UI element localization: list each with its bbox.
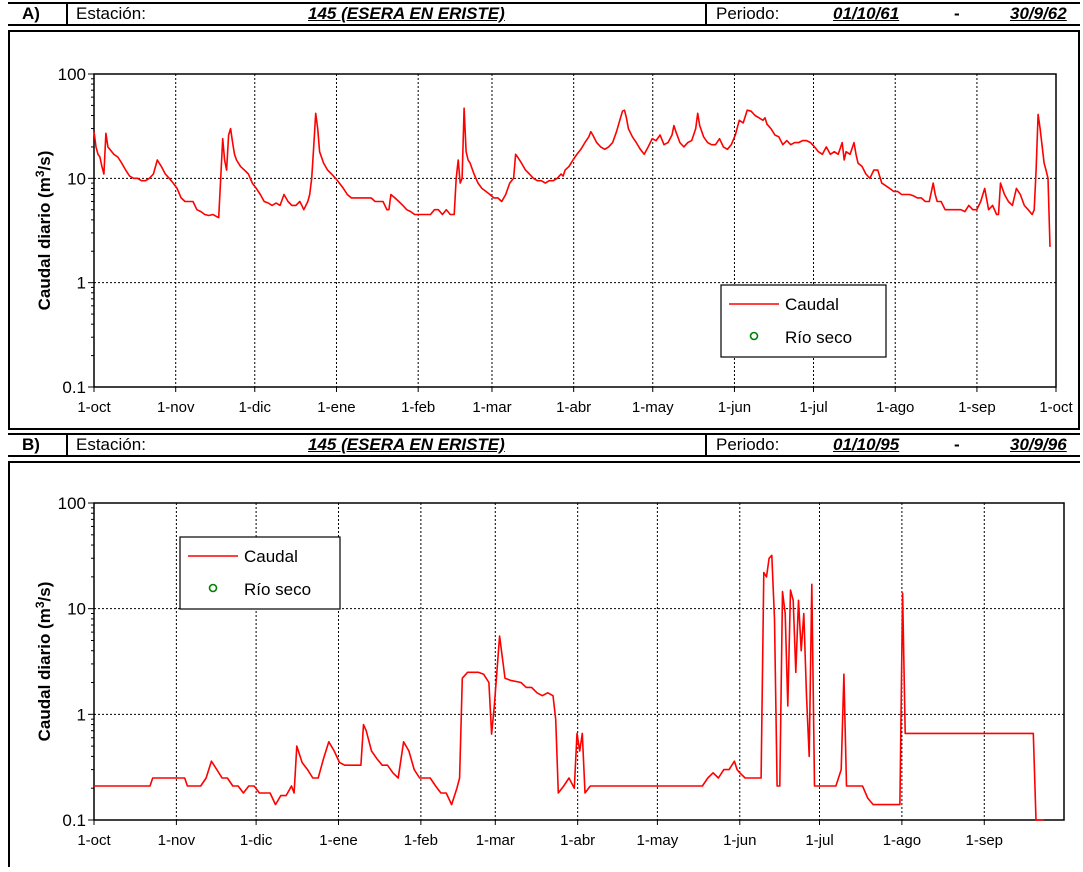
plot-area [93, 502, 1065, 821]
panel-a-tag: A) [22, 4, 40, 23]
x-tick-label: 1-oct [77, 832, 111, 849]
chart-b: 100 10 1 0.1 1-oct 1-nov 1-dic 1-ene 1-feb 1-mar 1… [33, 494, 1065, 849]
legend-box [720, 284, 887, 358]
chart-a: 100 10 1 0.1 1-oct 1-nov 1-dic 1-ene 1-feb 1-mar 1… [33, 65, 1074, 416]
y-tick-label: 0.1 [62, 378, 86, 397]
y-axis-label: Caudal diario (m3/s) [33, 151, 54, 311]
legend-caudal-label: Caudal [785, 295, 839, 314]
legend-caudal-label: Caudal [244, 547, 298, 566]
x-tick-label: 1-oct [1039, 399, 1073, 416]
legend: Caudal Río seco [179, 536, 341, 610]
y-tick-label: 10 [67, 169, 86, 188]
legend-rio-seco-marker [749, 331, 759, 341]
period-end: 30/9/96 [1010, 435, 1067, 454]
period-start: 01/10/61 [833, 4, 900, 23]
y-tick-label: 100 [58, 65, 86, 84]
legend-rio-seco-label: Río seco [785, 328, 852, 347]
x-tick-label: 1-abr [556, 399, 591, 416]
period-start: 01/10/95 [833, 435, 900, 454]
x-tick-label: 1-feb [401, 399, 435, 416]
plot-area [93, 73, 1057, 388]
y-tick-label: 10 [67, 600, 86, 619]
y-tick-label: 1 [77, 274, 86, 293]
x-tick-label: 1-abr [560, 832, 595, 849]
header-divider [66, 435, 68, 455]
x-tick-label: 1-dic [239, 399, 272, 416]
panel-b-tag: B) [22, 435, 40, 454]
period-end: 30/9/62 [1010, 4, 1067, 23]
period-label: Periodo: [716, 4, 780, 23]
x-tick-label: 1-ene [317, 399, 355, 416]
x-tick-label: 1-ago [876, 399, 914, 416]
x-tick-label: 1-mar [476, 832, 515, 849]
panel-a-header: A) Estación: 145 (ESERA EN ERISTE) Perio… [8, 2, 1080, 26]
x-tick-label: 1-ago [883, 832, 921, 849]
period-dash: - [954, 435, 960, 454]
y-axis-label: Caudal diario (m3/s) [33, 582, 54, 742]
panel-b-header: B) Estación: 145 (ESERA EN ERISTE) Perio… [8, 433, 1080, 457]
x-tick-label: 1-nov [157, 399, 195, 416]
x-tick-label: 1-ene [319, 832, 357, 849]
x-tick-label: 1-mar [472, 399, 511, 416]
panel-b-plot-frame: 100 10 1 0.1 1-oct 1-nov 1-dic 1-ene 1-feb 1-mar 1… [8, 461, 1080, 867]
station-label: Estación: [76, 4, 146, 23]
legend: Caudal Río seco [720, 284, 887, 358]
legend-rio-seco-label: Río seco [244, 580, 311, 599]
x-tick-label: 1-dic [240, 832, 273, 849]
header-divider [705, 4, 707, 24]
x-tick-label: 1-nov [158, 832, 196, 849]
period-label: Periodo: [716, 435, 780, 454]
x-tick-label: 1-sep [966, 832, 1004, 849]
station-label: Estación: [76, 435, 146, 454]
panel-a-plot-frame: 100 10 1 0.1 1-oct 1-nov 1-dic 1-ene 1-feb 1-mar 1… [8, 30, 1080, 430]
period-dash: - [954, 4, 960, 23]
caudal-series-line [94, 554, 1044, 821]
station-value: 145 (ESERA EN ERISTE) [308, 435, 505, 454]
station-value: 145 (ESERA EN ERISTE) [308, 4, 505, 23]
x-tick-label: 1-oct [77, 399, 111, 416]
x-tick-label: 1-may [637, 832, 679, 849]
header-divider [705, 435, 707, 455]
x-tick-label: 1-jul [805, 832, 833, 849]
x-tick-label: 1-sep [958, 399, 996, 416]
y-tick-label: 100 [58, 494, 86, 513]
y-tick-label: 1 [77, 705, 86, 724]
x-tick-label: 1-feb [404, 832, 438, 849]
x-tick-label: 1-jul [799, 399, 827, 416]
x-tick-label: 1-jun [718, 399, 751, 416]
x-tick-label: 1-jun [723, 832, 756, 849]
legend-box [179, 536, 341, 610]
header-divider [66, 4, 68, 24]
caudal-series-line [93, 107, 1051, 247]
x-tick-label: 1-may [632, 399, 674, 416]
legend-rio-seco-marker [208, 583, 218, 593]
y-tick-label: 0.1 [62, 811, 86, 830]
